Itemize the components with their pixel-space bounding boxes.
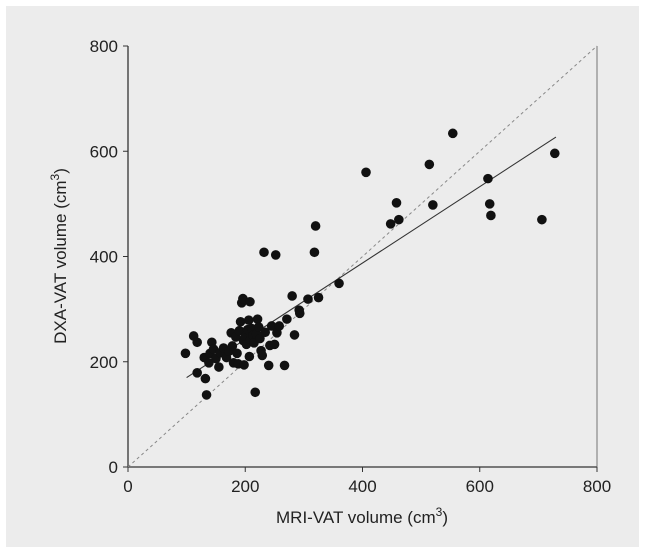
data-point <box>314 293 324 303</box>
identity-line <box>128 46 597 467</box>
x-tick-label: 400 <box>348 477 376 496</box>
data-point <box>245 297 255 307</box>
data-point <box>334 279 344 289</box>
data-point <box>274 321 284 331</box>
data-point <box>192 337 202 347</box>
data-point <box>259 247 269 257</box>
y-tick-label: 400 <box>90 248 118 267</box>
data-point <box>201 374 211 384</box>
data-point <box>280 361 290 371</box>
data-point <box>244 315 254 325</box>
data-point <box>295 309 305 319</box>
data-point <box>282 314 292 324</box>
axis-ticks: 0 200 400 600 800 0 200 400 600 800 <box>90 37 612 496</box>
data-point <box>236 317 246 327</box>
data-point <box>271 250 281 260</box>
y-tick-label: 600 <box>90 142 118 161</box>
data-point <box>202 390 212 400</box>
data-point <box>264 361 274 371</box>
data-point <box>485 199 495 209</box>
data-point <box>483 174 493 184</box>
y-tick-label: 800 <box>90 37 118 56</box>
x-tick-label: 200 <box>231 477 259 496</box>
data-point <box>394 215 404 225</box>
x-tick-label: 800 <box>583 477 611 496</box>
data-point <box>311 221 321 231</box>
y-tick-label: 200 <box>90 353 118 372</box>
data-point <box>392 198 402 208</box>
data-point <box>550 149 560 159</box>
data-point <box>386 219 396 229</box>
scatter-plot: 0 200 400 600 800 0 200 400 600 800 MRI-VAT volum… <box>6 6 639 547</box>
data-point <box>448 129 458 139</box>
data-point <box>232 349 242 359</box>
y-tick-label: 0 <box>109 458 118 477</box>
data-point <box>428 200 438 210</box>
data-point <box>239 360 249 370</box>
data-point <box>192 368 202 378</box>
data-point <box>181 349 191 359</box>
y-axis-title: DXA-VAT volume (cm3) <box>48 168 70 344</box>
data-point <box>270 340 280 350</box>
x-tick-label: 0 <box>123 477 132 496</box>
figure-panel: 0 200 400 600 800 0 200 400 600 800 MRI-VAT volum… <box>6 6 639 547</box>
data-point <box>257 351 267 361</box>
x-tick-label: 600 <box>466 477 494 496</box>
data-point <box>245 352 255 362</box>
data-point <box>361 168 371 178</box>
data-point <box>250 387 260 397</box>
data-point <box>537 215 547 225</box>
data-point <box>214 362 224 372</box>
data-point <box>287 291 297 301</box>
data-points <box>181 129 560 400</box>
data-point <box>425 160 435 170</box>
data-point <box>303 294 313 304</box>
x-axis-title: MRI-VAT volume (cm3) <box>276 505 448 527</box>
data-point <box>486 211 496 221</box>
data-point <box>290 330 300 340</box>
data-point <box>310 247 320 257</box>
